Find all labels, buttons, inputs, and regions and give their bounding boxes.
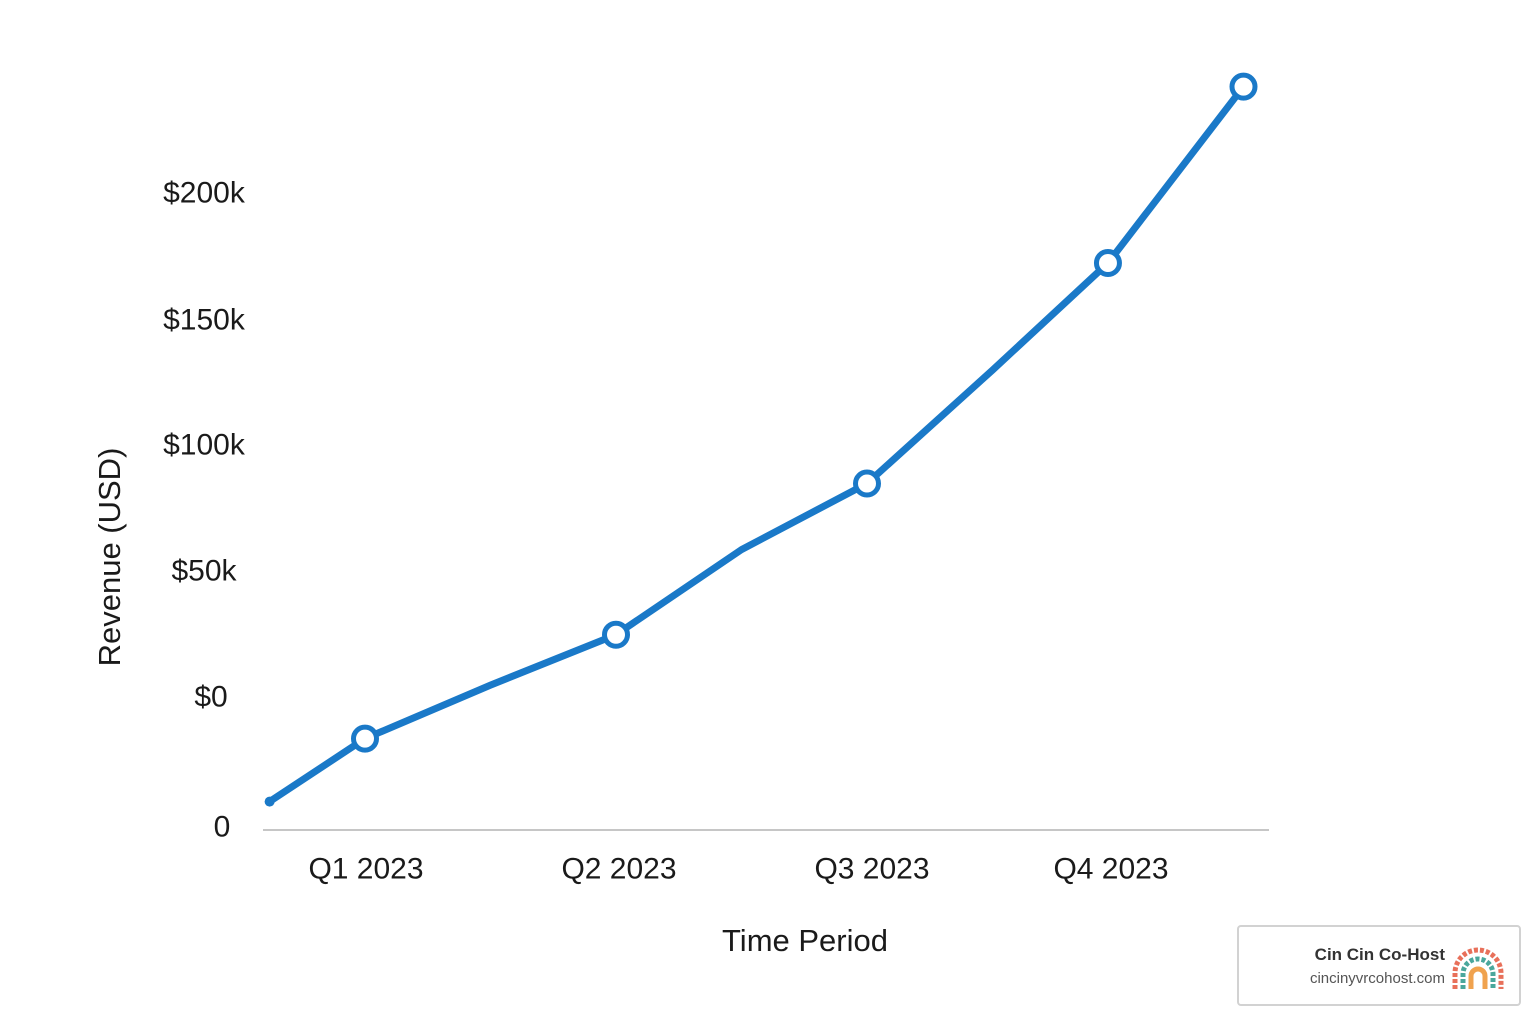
y-tick-label: $200k <box>163 177 246 210</box>
x-tick-label: Q1 2023 <box>308 853 423 886</box>
data-point-marker <box>1229 72 1258 101</box>
data-point-marker <box>351 724 379 753</box>
y-tick-label: 0 <box>214 811 231 844</box>
watermark-badge: Cin Cin Co-Host cincinyvrcohost.com <box>1237 925 1521 1006</box>
data-point-marker <box>1093 249 1122 277</box>
series-start-point <box>264 796 275 807</box>
y-tick-label: $50k <box>171 555 237 588</box>
y-tick-label: $100k <box>163 429 246 462</box>
y-tick-label: $150k <box>163 304 246 337</box>
y-axis-ticks: 0 $0 $50k $100k $150k $200k <box>163 177 246 844</box>
series-layer <box>264 72 1258 807</box>
data-point-marker <box>853 469 881 498</box>
rainbow-logo-icon <box>1451 947 1505 996</box>
x-tick-label: Q4 2023 <box>1053 853 1168 886</box>
data-point-marker <box>602 620 630 649</box>
series-line <box>266 83 1247 806</box>
badge-brand-name: Cin Cin Co-Host <box>1314 945 1445 964</box>
y-tick-label: $0 <box>194 681 227 714</box>
x-axis-title: Time Period <box>722 923 888 958</box>
x-axis-ticks: Q1 2023 Q2 2023 Q3 2023 Q4 2023 <box>308 853 1168 886</box>
badge-url: cincinyvrcohost.com <box>1309 970 1445 987</box>
y-axis-title: Revenue (USD) <box>92 448 127 667</box>
x-tick-label: Q3 2023 <box>814 853 929 886</box>
x-tick-label: Q2 2023 <box>561 853 676 886</box>
